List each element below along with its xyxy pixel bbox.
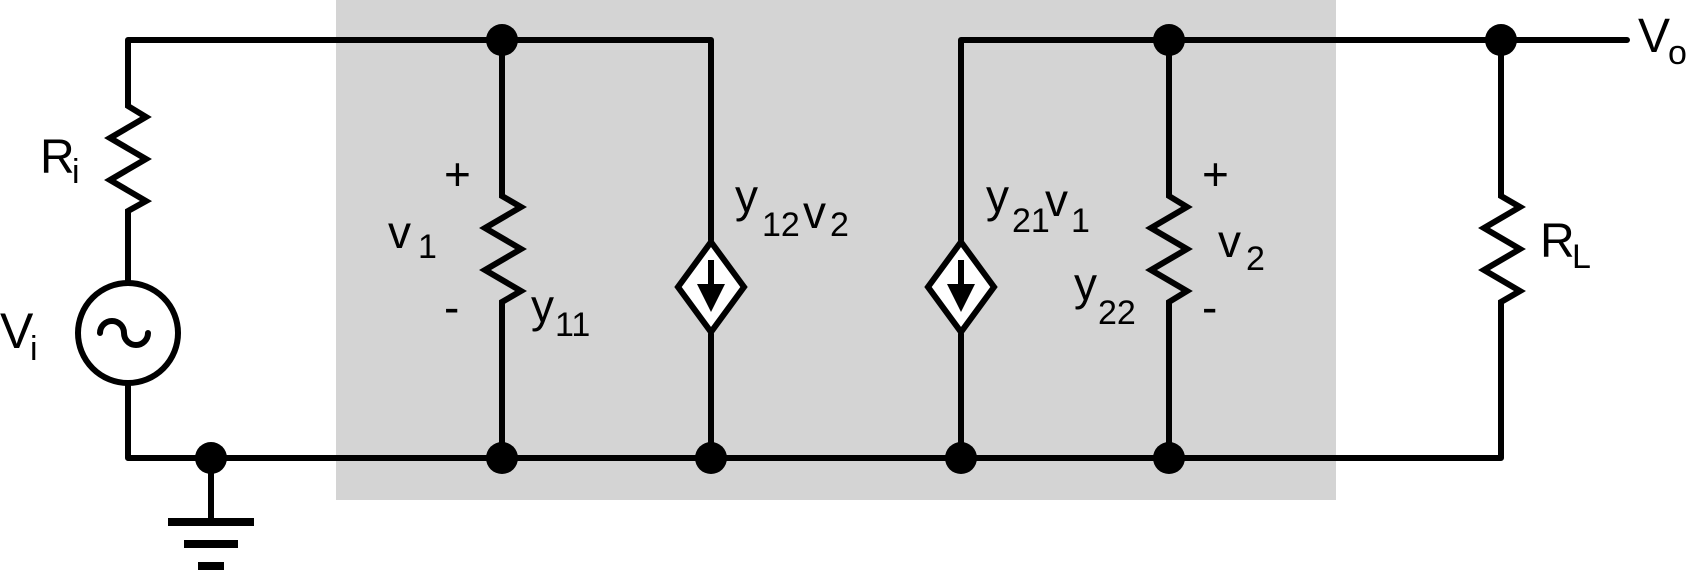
svg-text:y: y [531,280,554,332]
resistor-icon-rl [1478,193,1526,306]
svg-text:21: 21 [1012,202,1050,240]
svg-text:v: v [803,186,826,238]
svg-text:V: V [1638,10,1670,63]
node-top-output [1485,24,1517,56]
svg-text:v: v [1218,215,1241,267]
svg-text:V: V [0,303,34,359]
node-bottom-ground [195,442,227,474]
node-top-y22 [1153,24,1185,56]
svg-text:-: - [444,281,459,333]
node-bottom-y22 [1153,442,1185,474]
node-top-y11 [486,24,518,56]
svg-text:o: o [1668,34,1687,72]
label-v2: + v 2 - [1202,148,1265,333]
svg-text:i: i [30,330,38,368]
label-source-voltage: V i [0,303,38,368]
svg-text:i: i [72,153,80,191]
svg-text:y: y [986,170,1009,222]
svg-text:+: + [444,148,471,200]
svg-text:y: y [735,170,758,222]
node-bottom-y11 [486,442,518,474]
resistor-icon-ri [104,87,153,218]
label-y11: y 11 [531,280,590,344]
resistor-icon-y22 [1145,193,1193,306]
top-wire-input [125,37,714,243]
label-y21v1: y 21 v 1 [986,170,1090,240]
svg-text:1: 1 [1071,202,1090,240]
node-bottom-y21 [945,442,977,474]
svg-text:2: 2 [830,206,849,244]
svg-text:v: v [1045,174,1068,226]
svg-text:-: - [1202,281,1217,333]
svg-text:y: y [1074,258,1097,310]
ac-voltage-source-icon [75,280,181,386]
bottom-wire [125,303,1504,461]
svg-text:2: 2 [1246,240,1265,278]
label-y22: y 22 [1074,258,1136,332]
svg-text:+: + [1202,148,1229,200]
dependent-current-source-icon-y21 [924,236,998,338]
label-output-voltage: V o [1638,10,1687,72]
svg-text:R: R [40,131,75,184]
label-load-resistance: R L [1540,215,1591,276]
svg-text:11: 11 [555,306,590,344]
ground-icon [168,518,254,570]
resistor-icon-y11 [479,193,527,306]
svg-text:22: 22 [1098,294,1136,332]
dependent-current-source-icon-y12 [674,236,748,338]
svg-text:12: 12 [762,206,800,244]
wires [125,37,1630,525]
svg-text:L: L [1572,238,1591,276]
svg-text:R: R [1540,215,1575,268]
svg-text:1: 1 [418,228,437,266]
junction-nodes [195,24,1517,474]
label-v1: + v 1 - [388,148,471,333]
node-bottom-y12 [695,442,727,474]
label-source-resistance: R i [40,131,80,191]
top-wire-output [958,37,1630,243]
label-y12v2: y 12 v 2 [735,170,849,244]
svg-text:v: v [388,206,411,258]
